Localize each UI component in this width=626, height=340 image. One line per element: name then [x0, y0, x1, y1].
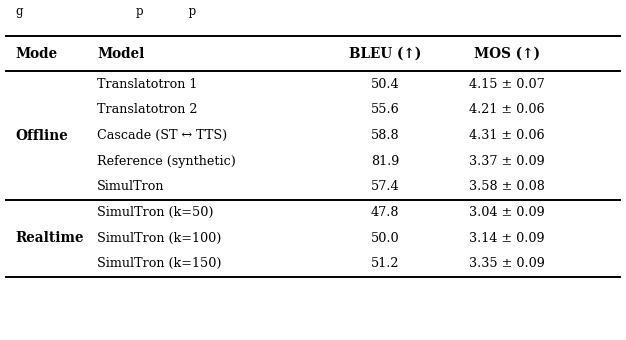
Text: Translatotron 1: Translatotron 1 [97, 78, 197, 91]
Text: 4.21 ± 0.06: 4.21 ± 0.06 [470, 103, 545, 116]
Text: 51.2: 51.2 [371, 257, 399, 270]
Text: 3.04 ± 0.09: 3.04 ± 0.09 [469, 206, 545, 219]
Text: 3.37 ± 0.09: 3.37 ± 0.09 [469, 155, 545, 168]
Text: Offline: Offline [16, 129, 68, 142]
Text: 4.31 ± 0.06: 4.31 ± 0.06 [470, 129, 545, 142]
Text: 4.15 ± 0.07: 4.15 ± 0.07 [469, 78, 545, 91]
Text: Reference (synthetic): Reference (synthetic) [97, 155, 236, 168]
Text: 55.6: 55.6 [371, 103, 399, 116]
Text: 81.9: 81.9 [371, 155, 399, 168]
Text: Cascade (ST ↔ TTS): Cascade (ST ↔ TTS) [97, 129, 227, 142]
Text: 50.0: 50.0 [371, 232, 399, 245]
Text: Realtime: Realtime [16, 231, 84, 245]
Text: Mode: Mode [16, 47, 58, 61]
Text: 57.4: 57.4 [371, 181, 399, 193]
Text: Model: Model [97, 47, 145, 61]
Text: BLEU (↑): BLEU (↑) [349, 47, 421, 61]
Text: 3.14 ± 0.09: 3.14 ± 0.09 [470, 232, 545, 245]
Text: SimulTron (k=100): SimulTron (k=100) [97, 232, 222, 245]
Text: 47.8: 47.8 [371, 206, 399, 219]
Text: SimulTron (k=150): SimulTron (k=150) [97, 257, 222, 270]
Text: SimulTron (k=50): SimulTron (k=50) [97, 206, 213, 219]
Text: MOS (↑): MOS (↑) [474, 47, 540, 61]
Text: 3.58 ± 0.08: 3.58 ± 0.08 [469, 181, 545, 193]
Text: 3.35 ± 0.09: 3.35 ± 0.09 [469, 257, 545, 270]
Text: SimulTron: SimulTron [97, 181, 165, 193]
Text: Translatotron 2: Translatotron 2 [97, 103, 198, 116]
Text: 58.8: 58.8 [371, 129, 399, 142]
Text: 50.4: 50.4 [371, 78, 399, 91]
Text: g                              p            p: g p p [16, 5, 196, 18]
